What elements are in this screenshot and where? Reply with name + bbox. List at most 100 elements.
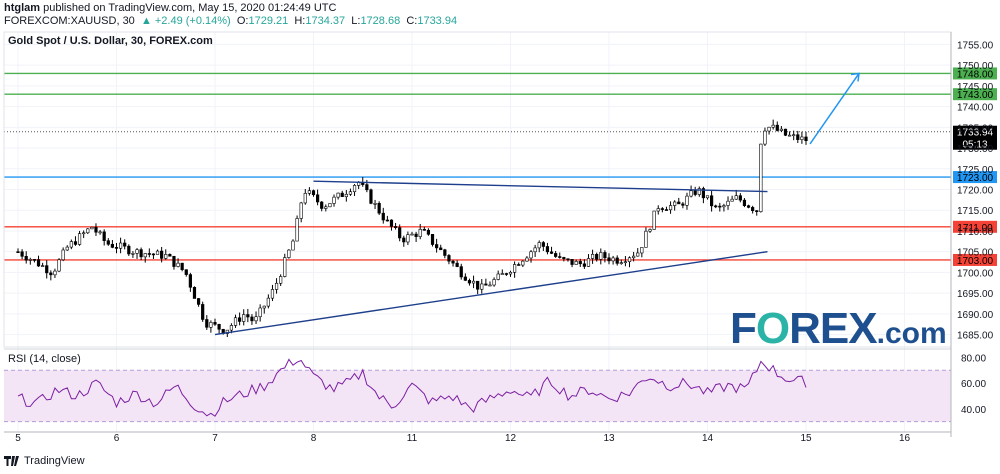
candle-body — [303, 193, 307, 204]
candle-body — [246, 314, 250, 318]
candle-body — [270, 289, 275, 299]
close-label: C: — [406, 15, 418, 27]
candle-body — [804, 136, 808, 142]
candle-body — [86, 228, 90, 234]
candle-body — [41, 265, 45, 267]
candle-body — [451, 260, 455, 264]
candle-body — [787, 134, 792, 137]
candle-body — [771, 124, 775, 128]
candle-body — [697, 188, 701, 195]
candle-body — [439, 247, 443, 251]
candle-body — [599, 252, 603, 260]
tradingview-icon — [4, 456, 20, 466]
candle-body — [455, 262, 459, 267]
axis-labels: 1685.00 1690.00 1695.00 1700.00 1705.00 1710.… — [15, 40, 993, 444]
candle-body — [603, 252, 607, 259]
candle-body — [685, 195, 689, 206]
candle-body — [476, 280, 480, 290]
candle-body — [418, 229, 422, 237]
candle-body — [566, 258, 570, 261]
candle-body — [562, 257, 566, 260]
candle-body — [632, 255, 636, 259]
candle-body — [533, 247, 537, 253]
candle-body — [139, 249, 143, 258]
level-label: 1723.00 — [957, 173, 994, 184]
candle-body — [324, 206, 328, 209]
candle-body — [336, 192, 340, 198]
ohlc-line: FOREXCOM:XAUUSD, 30 ▲ +2.49 (+0.14%) O:1… — [4, 15, 457, 27]
level-tag — [953, 253, 997, 266]
candle-body — [127, 245, 131, 255]
chart-title: Gold Spot / U.S. Dollar, 30, FOREX.com — [8, 35, 213, 47]
candle-body — [196, 298, 201, 305]
x-tick-label: 14 — [702, 433, 714, 444]
y-tick-label: 1690.00 — [957, 310, 994, 321]
change-value: ▲ +2.49 (+0.14%) — [140, 15, 231, 27]
open-label: O: — [236, 15, 249, 27]
rsi-y-tick-label: 40.00 — [961, 405, 986, 416]
logo-o: O — [755, 304, 790, 353]
candle-body — [525, 257, 529, 262]
candle-body — [184, 269, 188, 275]
last-price-label: 1733.94 — [957, 128, 994, 139]
candle-body — [513, 264, 517, 273]
candle-body — [471, 280, 476, 284]
y-tick-label: 1755.00 — [957, 40, 994, 51]
candle-body — [348, 191, 353, 195]
candle-body — [213, 322, 217, 325]
y-tick-label: 1695.00 — [957, 289, 994, 300]
level-tag — [953, 67, 997, 80]
candle-body — [229, 325, 234, 331]
candle-body — [677, 201, 681, 205]
candle-body — [172, 255, 176, 267]
tradingview-brand[interactable]: TradingView — [24, 455, 85, 467]
low-value: 1728.68 — [360, 15, 401, 27]
candle-body — [410, 233, 414, 236]
candle-body — [488, 284, 492, 287]
candle-body — [131, 253, 135, 255]
candle-body — [155, 250, 160, 255]
candle-body — [393, 226, 398, 228]
candle-body — [496, 273, 500, 280]
candle-body — [644, 230, 648, 248]
rsi-title: RSI (14, close) — [8, 353, 81, 365]
candle-body — [106, 240, 110, 245]
x-tick-label: 11 — [407, 433, 418, 444]
candle-body — [406, 234, 410, 243]
candle-body — [90, 226, 94, 230]
candle-body — [537, 242, 541, 249]
candle-body — [147, 253, 151, 255]
rsi-y-tick-label: 80.00 — [961, 353, 986, 364]
candle-body — [188, 274, 192, 288]
candle-body — [648, 229, 652, 232]
candle-body — [377, 203, 381, 214]
level-label: 1743.00 — [957, 90, 994, 101]
candle-body — [430, 234, 435, 245]
candle-body — [274, 282, 279, 290]
candle-body — [521, 260, 525, 266]
candle-body — [32, 259, 37, 261]
candle-body — [262, 305, 266, 309]
candle-body — [726, 200, 730, 206]
publisher-line: htglam published on TradingView.com, May… — [4, 2, 336, 14]
candle-body — [28, 259, 32, 261]
candle-body — [755, 210, 759, 212]
candle-body — [238, 317, 242, 322]
candle-body — [102, 231, 106, 241]
candle-body — [389, 219, 394, 227]
rsi-band-fill — [4, 370, 951, 422]
candle-body — [340, 192, 344, 197]
candle-body — [578, 261, 582, 265]
x-tick-label: 5 — [15, 433, 21, 444]
candle-body — [574, 261, 578, 265]
author-name[interactable]: htglam — [4, 2, 41, 14]
candle-body — [545, 246, 550, 253]
level-tag — [953, 171, 997, 184]
candle-body — [619, 262, 623, 264]
candle-body — [381, 212, 385, 221]
candle-body — [742, 199, 747, 206]
candle-body — [500, 273, 504, 275]
candle-body — [484, 283, 488, 286]
level-label: 1703.00 — [957, 256, 994, 267]
